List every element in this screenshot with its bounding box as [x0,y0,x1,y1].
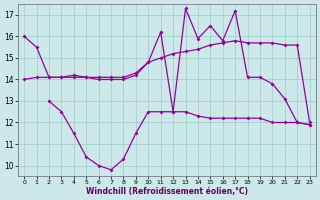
X-axis label: Windchill (Refroidissement éolien,°C): Windchill (Refroidissement éolien,°C) [86,187,248,196]
